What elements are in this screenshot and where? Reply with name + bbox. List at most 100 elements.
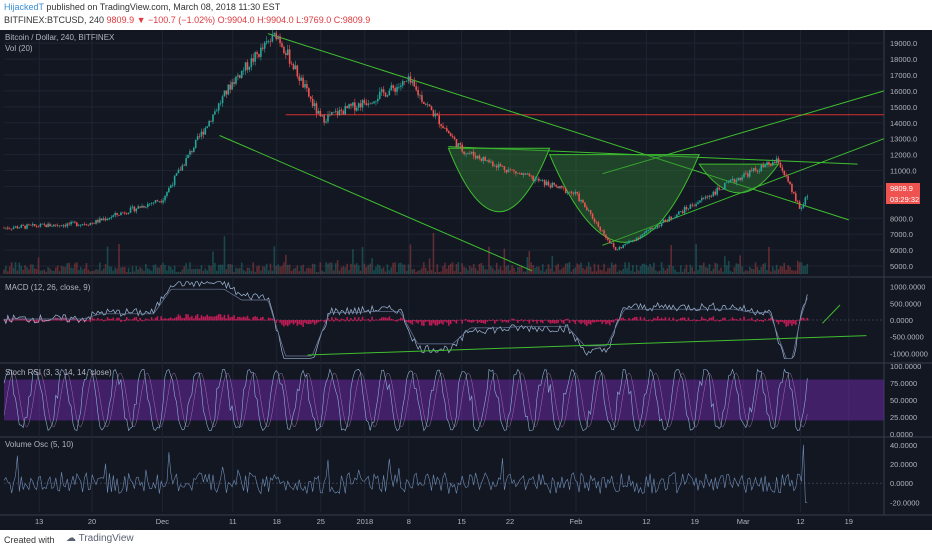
candle-body [624,243,626,246]
candle-body [10,228,13,230]
stoch-d-line [3,372,808,428]
volume-bar [689,264,692,274]
macd-histogram-bar [357,317,360,321]
candle-body [754,168,757,171]
candle-body [691,204,694,206]
volume-bar [361,247,364,274]
candle-body [12,227,15,229]
macd-histogram-bar [656,316,659,321]
date-tick-label: 11 [229,517,237,526]
price-tick-label: 14000.0 [890,119,917,128]
candle-body [275,32,278,40]
volume-bar [718,270,720,274]
macd-histogram-bar [363,319,366,321]
macd-histogram-bar [169,317,172,321]
candle-body [338,109,341,116]
volume-bar [369,263,371,274]
candle-body [434,113,437,117]
macd-histogram-bar [702,318,705,321]
candle-body [400,85,402,87]
macd-histogram-bar [409,320,412,324]
macd-histogram-bar [99,319,101,321]
volume-bar [154,264,157,274]
tradingview-brand: TradingView [78,533,134,544]
macd-histogram-bar [233,315,235,321]
candle-body [747,173,749,177]
volume-bar [480,262,483,274]
macd-histogram-bar [632,318,634,321]
candle-body [735,180,738,183]
volume-bar [292,268,295,274]
volume-bar [146,268,149,274]
candle-body [480,158,483,161]
candle-body [676,214,678,218]
macd-histogram-bar [626,319,628,321]
macd-histogram-bar [141,320,143,322]
macd-histogram-bar [426,320,429,322]
macd-histogram-bar [91,317,93,321]
volume-bar [557,263,559,274]
macd-histogram-bar [214,316,216,321]
macd-histogram-bar [160,316,163,321]
volume-bar [419,270,421,274]
volume-bar [735,263,738,274]
volume-bar [664,270,667,274]
candle-body [191,151,193,152]
macd-histogram-bar [470,320,473,323]
candle-body [141,205,143,208]
candle-body [179,169,182,171]
candle-body [739,177,741,180]
candle-body [53,224,55,227]
volume-bar [99,262,101,274]
candle-body [254,52,256,62]
candle-body [566,192,569,194]
macd-histogram-bar [258,319,260,321]
candle-body [49,223,51,227]
chart-area[interactable]: 13 20 Dec 11 18 25 2018 8 15 22 Feb 12 19 Mar 12 19 1900… [0,30,932,530]
macd-histogram-bar [371,316,373,321]
candle-body [655,227,657,229]
candle-body [120,212,122,216]
candle-body [764,165,766,168]
author-link[interactable]: HijackedT [4,2,44,12]
volume-bar [91,270,93,274]
volume-bar [208,265,210,274]
volume-bar [643,263,646,274]
candle-body [474,155,477,159]
volume-bar [334,263,337,274]
date-tick-label: Feb [570,517,583,526]
macd-histogram-bar [522,320,525,322]
tradingview-logo[interactable]: ☁ TradingView [66,533,134,544]
macd-histogram-bar [720,320,722,322]
macd-histogram-bar [574,320,577,324]
candle-body [702,197,705,199]
volume-osc-tick-label: 0.0000 [890,479,913,488]
macd-histogram-bar [308,320,310,325]
macd-histogram-bar [252,316,255,321]
macd-histogram-bar [175,316,178,321]
volume-bar [685,264,688,274]
macd-histogram-bar [540,320,542,323]
candle-body [526,173,529,175]
candle-body [773,162,776,163]
macd-histogram-bar [378,318,381,321]
candle-body [74,221,76,223]
candle-body [432,110,435,117]
volume-bar [666,268,669,274]
candle-body [281,43,283,47]
macd-histogram-bar [794,320,797,326]
macd-histogram-bar [748,319,751,321]
candle-body [143,205,145,208]
macd-histogram-bar [212,316,214,321]
macd-histogram-bar [591,320,594,323]
macd-histogram-bar [756,318,759,321]
candle-body [54,224,57,226]
candle-body [334,111,337,113]
macd-histogram-bar [578,320,580,323]
macd-histogram-bar [154,317,157,321]
volume-bar [511,265,513,274]
candle-body [20,225,23,228]
volume-bar [570,271,573,274]
candle-body [306,84,308,89]
candle-body [160,201,163,203]
